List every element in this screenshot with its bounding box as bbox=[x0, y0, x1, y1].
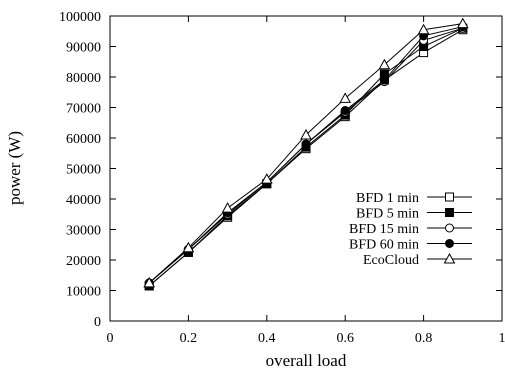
y-tick-label: 50000 bbox=[66, 163, 101, 178]
data-point bbox=[379, 75, 389, 85]
y-tick-label: 70000 bbox=[66, 102, 101, 117]
legend-entry: EcoCloud bbox=[363, 252, 472, 268]
legend-label: BFD 5 min bbox=[356, 207, 419, 222]
legend-entry: BFD 1 min bbox=[356, 191, 472, 206]
x-tick-label: 0.8 bbox=[415, 331, 433, 346]
y-tick-label: 80000 bbox=[66, 71, 101, 86]
y-tick-label: 90000 bbox=[66, 41, 101, 56]
data-point bbox=[445, 192, 454, 202]
legend-label: BFD 15 min bbox=[349, 222, 419, 237]
plot-frame bbox=[109, 15, 503, 322]
series-group bbox=[143, 17, 469, 291]
y-tick-label: 40000 bbox=[66, 193, 101, 208]
data-point bbox=[456, 17, 469, 29]
data-point bbox=[417, 23, 430, 35]
x-tick-label: 0.2 bbox=[180, 331, 198, 346]
data-point bbox=[300, 128, 312, 140]
legend-label: EcoCloud bbox=[363, 253, 419, 268]
axis-ticks: 0 0.2 0.4 0.6 0.8 1 0 10000 20000 30000 40000 50000… bbox=[59, 10, 505, 346]
data-point bbox=[301, 139, 311, 149]
data-point bbox=[445, 208, 454, 217]
data-point bbox=[378, 58, 391, 70]
y-axis-label: power (W) bbox=[5, 131, 24, 205]
legend-entry: BFD 15 min bbox=[349, 222, 472, 237]
x-tick-label: 1 bbox=[499, 331, 505, 346]
data-point bbox=[340, 106, 350, 116]
data-point bbox=[443, 252, 456, 264]
y-tick-label: 20000 bbox=[66, 254, 101, 269]
x-tick-label: 0.4 bbox=[258, 331, 276, 346]
legend-entry: BFD 60 min bbox=[349, 238, 472, 253]
data-point bbox=[445, 223, 454, 233]
data-point bbox=[260, 173, 273, 184]
x-tick-label: 0 bbox=[107, 331, 114, 346]
y-tick-label: 30000 bbox=[66, 224, 101, 239]
x-tick-label: 0.6 bbox=[336, 331, 354, 346]
data-point bbox=[339, 92, 352, 103]
data-point bbox=[445, 239, 454, 248]
series-ecocloud bbox=[143, 17, 469, 288]
data-point bbox=[143, 276, 156, 288]
y-tick-label: 60000 bbox=[66, 132, 101, 147]
x-axis-label: overall load bbox=[266, 351, 347, 370]
data-point bbox=[221, 202, 234, 213]
y-tick-label: 100000 bbox=[59, 10, 101, 25]
legend-label: BFD 60 min bbox=[349, 238, 419, 253]
legend-entry: BFD 5 min bbox=[356, 207, 472, 222]
y-tick-label: 10000 bbox=[66, 285, 101, 300]
legend-label: BFD 1 min bbox=[356, 191, 419, 206]
data-point bbox=[182, 241, 195, 253]
y-tick-label: 0 bbox=[94, 315, 101, 330]
